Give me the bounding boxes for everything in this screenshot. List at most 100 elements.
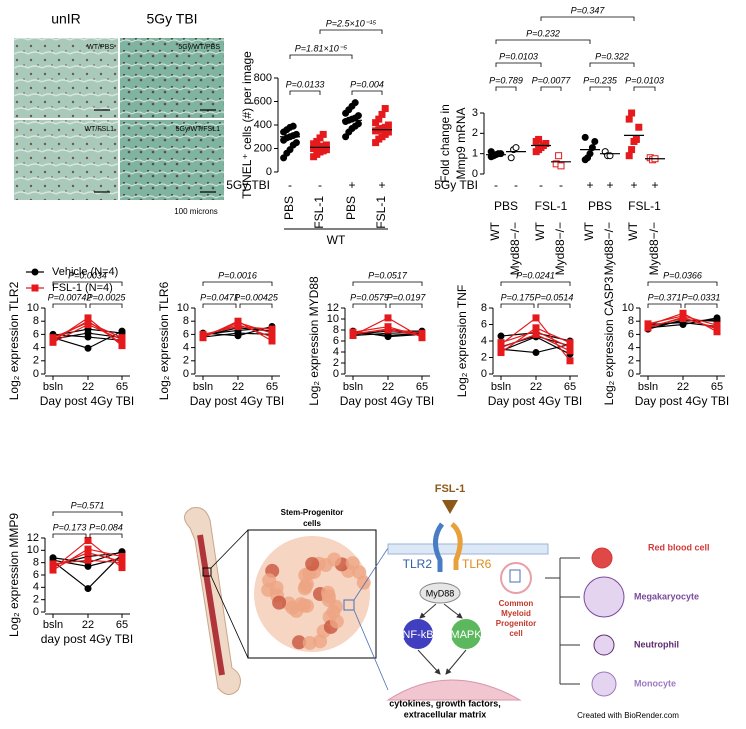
y-tick-label: 6 <box>33 569 39 581</box>
p-value: P=0.571 <box>71 500 105 510</box>
x-tick-label: bsln <box>491 381 511 393</box>
data-point <box>628 146 636 154</box>
zoom-line <box>353 609 389 691</box>
significance-bracket <box>633 86 656 91</box>
row-value: + <box>606 178 613 192</box>
significance-bracket <box>537 303 571 308</box>
cell <box>292 635 307 650</box>
data-point <box>354 120 362 128</box>
data-point <box>84 344 92 352</box>
p-value: P=0.0133 <box>286 79 325 89</box>
blood-cell <box>591 671 617 697</box>
data-point <box>84 585 92 593</box>
y-tick-label: 6 <box>183 328 189 340</box>
data-point <box>31 268 39 276</box>
x-tick-label: 22 <box>382 381 394 393</box>
arrow <box>417 649 441 675</box>
data-point <box>557 162 565 170</box>
cell <box>345 556 360 571</box>
x-tick-label: 65 <box>116 381 128 393</box>
p-value: P=0.0517 <box>368 270 408 280</box>
p-value: P=0.371 <box>648 292 682 302</box>
zoom-line <box>353 547 389 601</box>
data-point <box>84 319 92 327</box>
zoom-box <box>343 599 355 611</box>
cell <box>320 585 335 600</box>
cell-label: Megakaryocyte <box>634 591 699 601</box>
data-point <box>532 349 540 357</box>
y-axis-label: Log₂ expression TLR2 <box>7 281 21 400</box>
cell <box>302 635 317 650</box>
data-point <box>118 327 126 335</box>
cell <box>327 552 342 567</box>
data-point <box>644 322 652 330</box>
y-tick-label: 8 <box>333 324 339 336</box>
y-tick-label: 2 <box>183 355 189 367</box>
progenitor-cell <box>500 562 532 594</box>
data-point <box>292 139 300 147</box>
data-point <box>384 314 392 322</box>
x-tick-label: FSL-1 <box>374 196 388 229</box>
stem-label: cells <box>303 519 321 528</box>
data-point <box>497 332 505 340</box>
x-tick-label: 22 <box>530 381 542 393</box>
micrograph <box>14 38 118 118</box>
blood-cell <box>583 576 625 618</box>
micrograph-label: WT/FSL1 <box>84 126 114 133</box>
p-value: P=0.235 <box>583 75 618 85</box>
significance-bracket <box>52 533 87 538</box>
significance-bracket <box>540 86 562 91</box>
data-point <box>625 115 633 123</box>
x-tick-label: 22 <box>82 619 94 631</box>
micrograph <box>120 120 224 200</box>
x-tick-label: PBS <box>282 196 296 220</box>
x-axis-label: Day post 4Gy TBI <box>635 394 729 408</box>
zoom-box <box>509 569 521 583</box>
output-label: cytokines, growth factors, <box>389 698 501 708</box>
column-label: 5Gy TBI <box>146 11 197 27</box>
row-value: - <box>539 178 543 192</box>
y-tick-label: 600 <box>254 95 272 107</box>
data-point <box>542 140 550 147</box>
data-point <box>118 334 126 342</box>
data-point <box>632 135 640 143</box>
zoom-line <box>210 575 249 659</box>
data-point <box>679 315 687 323</box>
p-value: P=0.0016 <box>218 270 257 280</box>
receptor-label: TLR2 <box>403 557 433 571</box>
x-tick-label: 65 <box>416 381 428 393</box>
y-tick-label: 10 <box>327 313 339 325</box>
y-tick-label: 4 <box>33 342 39 354</box>
p-value: P=0.347 <box>571 5 606 15</box>
x-axis-label: Day post 4Gy TBI <box>340 394 434 408</box>
data-point <box>322 141 330 149</box>
y-tick-label: 4 <box>33 581 39 593</box>
x-axis-label: Day post 4Gy TBI <box>488 394 582 408</box>
cell-label: Neutrophil <box>634 639 679 649</box>
p-value: P=0.175 <box>501 292 536 302</box>
y-tick-label: 4 <box>481 335 487 347</box>
row-label: 5Gy TBI <box>434 178 478 192</box>
y-axis-label: Log₂ expression MMP9 <box>7 513 21 637</box>
data-point <box>535 135 543 143</box>
y-tick-label: 12 <box>327 302 339 314</box>
p-value: P=0.084 <box>89 522 123 532</box>
data-point <box>84 329 92 337</box>
stem-label: Stem-Progenitor <box>281 508 344 517</box>
p-value: P=0.0241 <box>516 270 555 280</box>
credit: Created with BioRender.com <box>577 711 679 720</box>
arrow <box>445 649 467 675</box>
data-point <box>49 560 57 568</box>
y-tick-label: 0 <box>333 368 339 380</box>
significance-bracket <box>540 16 635 21</box>
x-axis-label: day post 4Gy TBI <box>41 632 134 646</box>
x-tick-label: Myd88−/− <box>602 222 616 275</box>
progenitor-label: Common <box>499 599 534 608</box>
legend-label: FSL-1 (N=4) <box>52 282 113 294</box>
data-point <box>384 326 392 334</box>
x-tick-label: 65 <box>266 381 278 393</box>
y-tick-label: 1 <box>472 148 478 160</box>
cell <box>313 634 328 649</box>
y-tick-label: 0 <box>183 368 189 380</box>
